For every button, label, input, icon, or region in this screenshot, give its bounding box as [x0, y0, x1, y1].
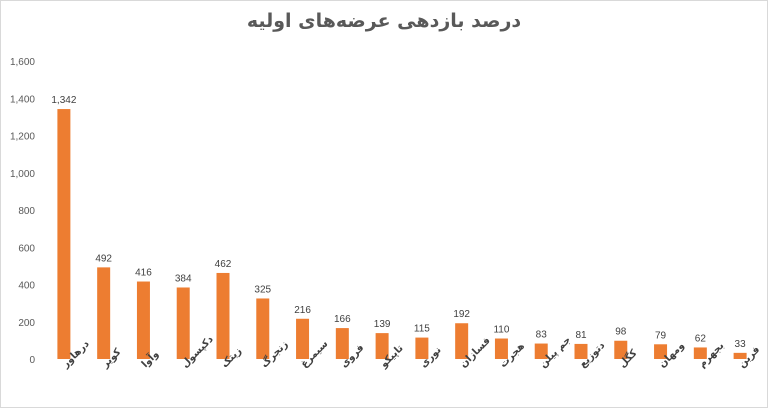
y-tick-label: 600 [18, 243, 35, 254]
bar [534, 343, 548, 359]
bar [375, 333, 389, 359]
data-label: 492 [95, 253, 112, 264]
bar [455, 323, 469, 359]
bars [57, 109, 747, 360]
data-label: 83 [536, 330, 548, 341]
bar [216, 272, 230, 359]
data-label: 1,342 [51, 95, 76, 106]
data-label: 33 [735, 339, 747, 350]
bar [654, 344, 668, 359]
y-tick-label: 1,600 [10, 57, 35, 68]
data-label: 192 [453, 309, 470, 320]
data-labels: 1,342 492 416 384 462 325 216 166 139 115 192 110 83… [51, 95, 746, 350]
y-axis: 0 200 400 600 800 1,000 1,200 1,400 1,600 [10, 57, 35, 366]
bar [97, 267, 111, 359]
data-label: 81 [575, 330, 587, 341]
y-tick-label: 200 [18, 318, 35, 329]
bar [614, 340, 628, 359]
y-tick-label: 1,200 [10, 132, 35, 143]
bar [574, 343, 588, 359]
bar [693, 347, 707, 359]
data-label: 325 [254, 284, 271, 295]
data-label: 139 [374, 319, 391, 330]
bar [494, 338, 508, 359]
data-label: 110 [493, 325, 509, 336]
y-tick-label: 400 [18, 281, 35, 292]
y-tick-label: 1,000 [10, 169, 35, 180]
bar [296, 318, 310, 359]
bar [57, 109, 71, 360]
data-label: 62 [695, 333, 707, 344]
data-label: 216 [294, 305, 311, 316]
chart-title: درصد بازدهی عرضه‌های اولیه [246, 10, 522, 32]
y-tick-label: 1,400 [10, 94, 35, 105]
bar [335, 328, 349, 359]
bar [176, 287, 190, 359]
data-label: 79 [655, 330, 667, 341]
bar [256, 298, 270, 359]
data-label: 384 [175, 273, 192, 284]
data-label: 462 [215, 259, 232, 270]
data-label: 416 [135, 268, 152, 279]
data-label: 166 [334, 314, 351, 325]
y-tick-label: 800 [18, 206, 35, 217]
data-label: 98 [615, 327, 627, 338]
y-tick-label: 0 [29, 355, 35, 366]
bar [136, 281, 150, 359]
bar [733, 352, 747, 359]
bar [415, 337, 429, 359]
data-label: 115 [414, 324, 430, 335]
